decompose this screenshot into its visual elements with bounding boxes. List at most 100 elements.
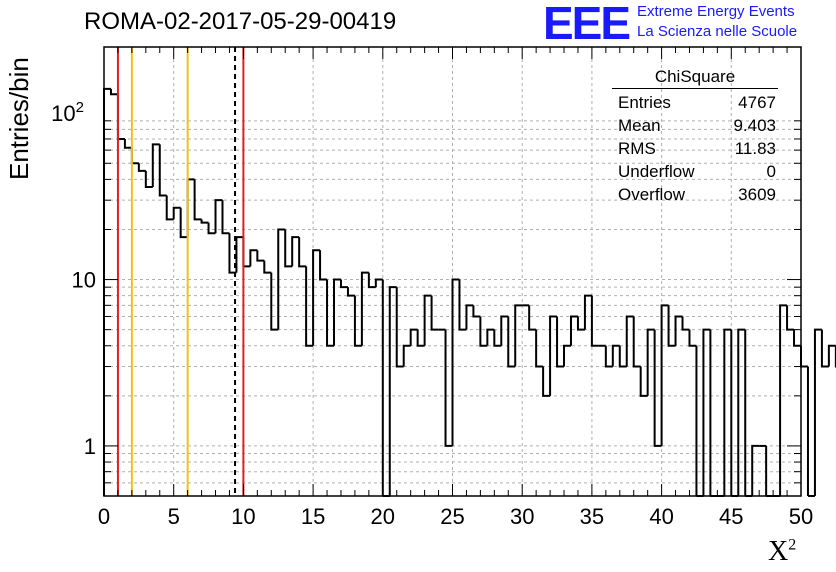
histogram-bin [632,316,641,368]
y-tick-label: 102 [51,99,84,126]
histogram-bin [730,329,739,497]
histogram-bin [806,366,815,497]
histogram-bin [674,315,683,346]
histogram-bin [695,345,704,497]
stats-row-mean: Mean 9.403 [612,114,778,137]
histogram-bin [813,328,822,496]
stats-box: ChiSquare Entries 4767 Mean 9.403 RMS 11.83… [612,67,778,206]
histogram-bin [737,328,746,496]
stats-value: 0 [766,162,776,181]
histogram-bin [653,329,662,447]
x-tick-label: 40 [649,504,673,529]
histogram-bin [430,295,439,331]
histogram-bin [242,237,251,268]
histogram-bin [367,272,376,289]
histogram-bin [793,329,801,347]
stats-row-underflow: Underflow 0 [612,160,778,183]
x-tick-label: 0 [98,504,110,529]
stats-value: 9.403 [733,116,776,135]
histogram-bin [395,287,404,368]
histogram-bin [493,329,502,347]
histogram-bin [688,329,697,347]
histogram-bin [423,294,432,346]
x-tick-label: 35 [580,504,604,529]
histogram-bin [576,316,585,331]
histogram-bin [165,195,174,221]
y-tick-label: 10 [72,268,96,293]
histogram-bin [298,237,307,268]
stats-value: 4767 [738,93,776,112]
histogram-bin [660,304,669,446]
histogram-bin [479,316,488,347]
histogram-bin [779,304,788,496]
stats-title: ChiSquare [612,67,778,89]
histogram-bin [277,228,286,330]
stats-row-rms: RMS 11.83 [612,137,778,160]
histogram-bin [200,219,209,224]
histogram-bin [144,170,153,189]
histogram-bin [186,178,195,238]
histogram-bin [507,316,516,368]
histogram-bin [374,278,383,288]
histogram-bin [305,266,314,347]
y-tick-label-sup: 2 [76,99,84,116]
x-tick-label: 15 [301,504,325,529]
stats-label: Underflow [618,162,695,181]
histogram-bin [312,249,321,346]
histogram-bin [249,249,258,267]
x-tick-label: 25 [440,504,464,529]
histogram-bin [256,250,265,262]
histogram-bin [465,304,474,330]
histogram-bin [820,329,829,368]
y-axis-label: Entries/bin [4,57,34,180]
histogram-bin [214,199,223,234]
x-tick-label: 10 [231,504,255,529]
histogram-bin [472,305,481,318]
histogram-bin [221,200,230,235]
histogram-bin [528,305,537,331]
histogram-bin [158,144,167,197]
histogram-bin [604,345,613,368]
histogram-bin [151,143,160,188]
histogram-bin [514,304,523,367]
histogram-bin [360,271,369,346]
histogram-bin [667,305,676,347]
histogram-bin [618,345,627,368]
histogram-bin [353,295,362,347]
x-tick-label: 45 [719,504,743,529]
histogram-bin [611,344,620,367]
histogram-bin [109,88,118,96]
histogram-bin [291,236,300,267]
histogram-bin [744,329,753,497]
histogram-bin [486,328,495,346]
histogram-bin [751,444,760,496]
chart-title: ROMA-02-2017-05-29-00419 [84,8,397,35]
histogram-bin [172,206,181,220]
histogram-bin [709,329,718,497]
histogram-bin [563,344,571,367]
stats-label: Overflow [618,185,686,204]
histogram-bin [123,138,132,149]
histogram-bin [207,222,216,235]
eee-logo: EEE [543,0,631,49]
histogram-bin [116,94,125,140]
x-tick-label: 30 [510,504,534,529]
histogram-bin [458,279,467,331]
stats-label: Mean [618,116,661,135]
stats-label: RMS [618,139,656,158]
x-axis-label-sup: 2 [788,536,797,554]
stats-label: Entries [618,93,671,112]
histogram-bin [388,286,397,496]
histogram-bin [270,272,279,331]
histogram-bin [263,260,272,274]
histogram-bin [702,328,711,496]
stats-value: 3609 [738,185,776,204]
histogram-bin [193,179,202,221]
histogram-bin [326,279,335,347]
histogram-bin [409,328,418,346]
histogram-bin [284,229,293,268]
histogram-bin [549,315,558,396]
histogram-bin [346,287,355,297]
histogram-bin [402,344,411,367]
